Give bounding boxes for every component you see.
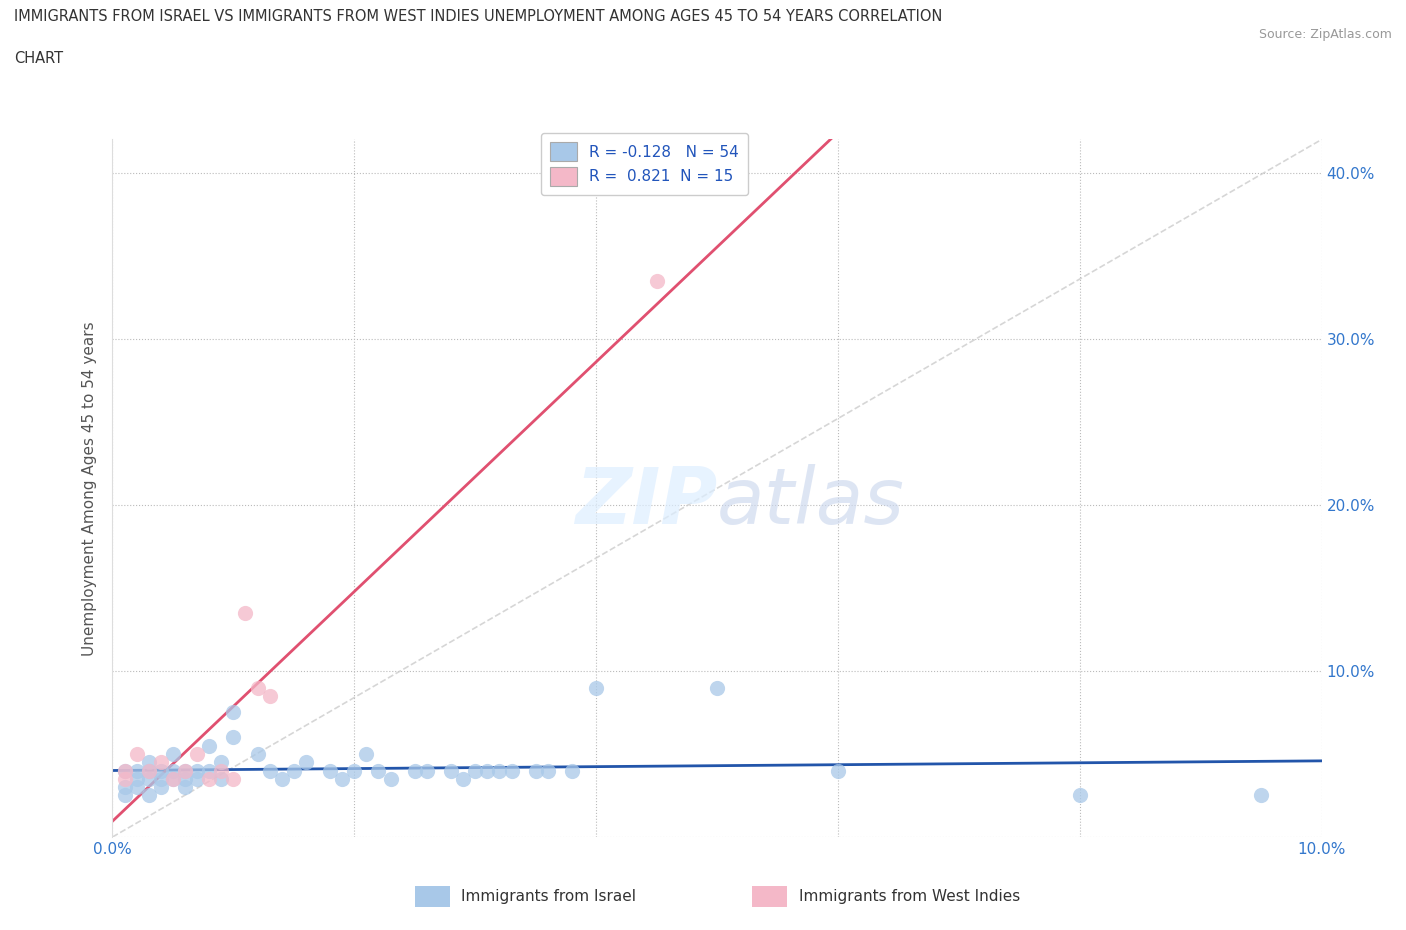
Point bbox=[114, 788, 136, 803]
Point bbox=[295, 755, 318, 770]
Point bbox=[114, 772, 136, 787]
Text: atlas: atlas bbox=[717, 464, 905, 540]
Point bbox=[222, 730, 245, 745]
Point bbox=[162, 772, 184, 787]
Point bbox=[125, 772, 148, 787]
Point bbox=[246, 747, 269, 762]
Point bbox=[162, 764, 184, 778]
Point bbox=[114, 764, 136, 778]
Text: IMMIGRANTS FROM ISRAEL VS IMMIGRANTS FROM WEST INDIES UNEMPLOYMENT AMONG AGES 45: IMMIGRANTS FROM ISRAEL VS IMMIGRANTS FRO… bbox=[14, 9, 942, 24]
Point bbox=[174, 779, 197, 794]
Point bbox=[138, 764, 160, 778]
Point bbox=[404, 764, 426, 778]
Point bbox=[827, 764, 849, 778]
Point bbox=[186, 764, 208, 778]
Point bbox=[561, 764, 583, 778]
Text: ZIP: ZIP bbox=[575, 464, 717, 540]
Point bbox=[319, 764, 342, 778]
Point bbox=[451, 772, 474, 787]
Point bbox=[416, 764, 439, 778]
Point bbox=[138, 755, 160, 770]
Text: Immigrants from West Indies: Immigrants from West Indies bbox=[799, 889, 1019, 904]
Point bbox=[356, 747, 378, 762]
Y-axis label: Unemployment Among Ages 45 to 54 years: Unemployment Among Ages 45 to 54 years bbox=[82, 321, 97, 656]
Point bbox=[706, 680, 728, 695]
Point bbox=[138, 764, 160, 778]
Point bbox=[149, 755, 172, 770]
Text: Source: ZipAtlas.com: Source: ZipAtlas.com bbox=[1258, 28, 1392, 41]
Point bbox=[246, 680, 269, 695]
Point bbox=[1250, 788, 1272, 803]
Point bbox=[464, 764, 486, 778]
Point bbox=[114, 779, 136, 794]
Point bbox=[524, 764, 547, 778]
Point bbox=[645, 273, 668, 288]
Point bbox=[343, 764, 366, 778]
Point bbox=[585, 680, 607, 695]
Point bbox=[270, 772, 292, 787]
Point bbox=[198, 738, 221, 753]
Point bbox=[125, 764, 148, 778]
Point bbox=[367, 764, 389, 778]
Point bbox=[1069, 788, 1091, 803]
Text: CHART: CHART bbox=[14, 51, 63, 66]
Point bbox=[477, 764, 499, 778]
Point bbox=[259, 764, 281, 778]
Point bbox=[174, 764, 197, 778]
Point bbox=[235, 605, 257, 620]
Point bbox=[125, 747, 148, 762]
Point bbox=[125, 779, 148, 794]
Point bbox=[138, 788, 160, 803]
Point bbox=[283, 764, 305, 778]
Legend: R = -0.128   N = 54, R =  0.821  N = 15: R = -0.128 N = 54, R = 0.821 N = 15 bbox=[541, 133, 748, 195]
Point bbox=[222, 705, 245, 720]
Point bbox=[149, 779, 172, 794]
Text: Immigrants from Israel: Immigrants from Israel bbox=[461, 889, 636, 904]
Point bbox=[138, 772, 160, 787]
Point bbox=[149, 772, 172, 787]
Point bbox=[114, 764, 136, 778]
Point bbox=[198, 764, 221, 778]
Point bbox=[380, 772, 402, 787]
Point bbox=[174, 764, 197, 778]
Point bbox=[198, 772, 221, 787]
Point bbox=[149, 764, 172, 778]
Point bbox=[162, 747, 184, 762]
Point bbox=[186, 772, 208, 787]
Point bbox=[174, 772, 197, 787]
Point bbox=[209, 772, 232, 787]
Point bbox=[488, 764, 510, 778]
Point bbox=[209, 755, 232, 770]
Point bbox=[186, 747, 208, 762]
Point bbox=[259, 688, 281, 703]
Point bbox=[330, 772, 353, 787]
Point bbox=[501, 764, 523, 778]
Point bbox=[440, 764, 463, 778]
Point bbox=[209, 764, 232, 778]
Point bbox=[162, 772, 184, 787]
Point bbox=[222, 772, 245, 787]
Point bbox=[537, 764, 560, 778]
